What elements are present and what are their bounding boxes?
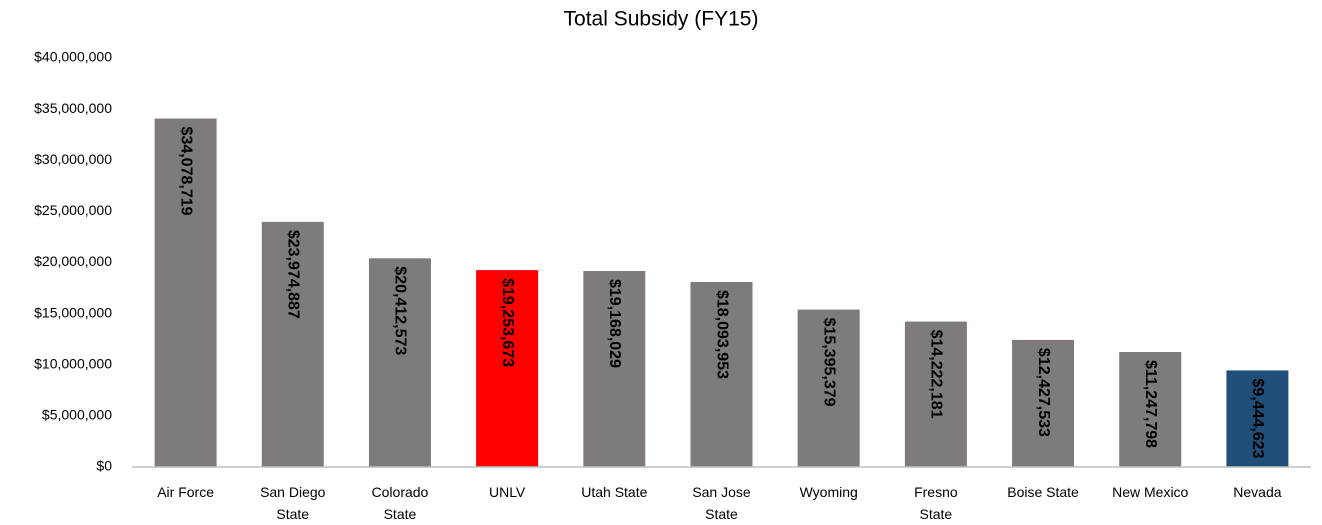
value-label: $11,247,798	[1142, 360, 1159, 448]
bar	[1012, 339, 1075, 467]
value-label: $34,078,719	[177, 127, 194, 216]
bar	[154, 118, 217, 467]
value-label: $19,168,029	[606, 279, 623, 368]
y-tick-label: $40,000,000	[34, 49, 112, 65]
value-label: $20,412,573	[392, 266, 409, 355]
x-tick-label: New Mexico	[1112, 484, 1188, 500]
value-label: $9,444,623	[1249, 378, 1266, 458]
chart-title: Total Subsidy (FY15)	[564, 8, 759, 31]
x-tick-label: Utah State	[581, 484, 647, 500]
y-tick-label: $35,000,000	[34, 100, 112, 116]
bar	[797, 309, 860, 467]
y-tick-label: $15,000,000	[34, 304, 112, 320]
x-tick-label: San Diego State	[260, 484, 326, 522]
x-tick-label: Boise State	[1007, 484, 1079, 500]
x-tick-label: Air Force	[157, 484, 214, 500]
y-tick-label: $0	[96, 458, 112, 474]
y-tick-label: $25,000,000	[34, 202, 112, 218]
x-tick-label: Nevada	[1233, 484, 1281, 500]
bar	[261, 221, 324, 467]
value-label: $23,974,887	[285, 230, 302, 319]
x-tick-label: Fresno State	[914, 484, 958, 522]
x-tick-label: Wyoming	[800, 484, 858, 500]
bar	[904, 321, 967, 467]
y-tick-label: $5,000,000	[42, 407, 112, 423]
x-tick-label: UNLV	[489, 484, 526, 500]
value-label: $18,093,953	[713, 290, 730, 379]
value-label: $12,427,533	[1035, 348, 1052, 437]
bar	[1226, 370, 1289, 467]
y-tick-label: $10,000,000	[34, 355, 112, 371]
bar	[476, 270, 539, 467]
x-tick-label: Colorado State	[372, 484, 429, 522]
bar	[690, 281, 753, 467]
x-tick-label: San Jose State	[692, 484, 751, 522]
value-label: $19,253,673	[499, 278, 516, 367]
value-label: $14,222,181	[928, 330, 945, 419]
bar	[1119, 351, 1182, 467]
value-label: $15,395,379	[820, 318, 837, 407]
y-tick-label: $30,000,000	[34, 151, 112, 167]
bar	[368, 258, 431, 467]
bar	[583, 271, 646, 467]
y-tick-label: $20,000,000	[34, 253, 112, 269]
